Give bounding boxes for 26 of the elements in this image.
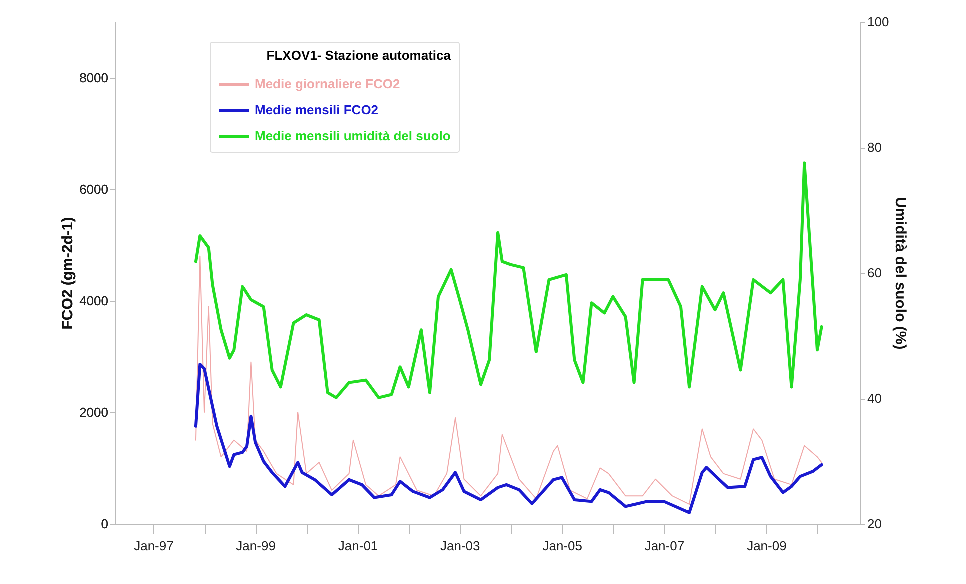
y2-tick-label: 60 (868, 266, 882, 280)
line-series (194, 362, 824, 514)
x-tick-label: Jan-09 (747, 538, 787, 554)
x-tick-label: Jan-01 (338, 538, 378, 554)
line-series (195, 256, 822, 505)
x-tick-label: Jan-05 (542, 538, 582, 554)
y-tick-label: 4000 (80, 293, 108, 308)
y-tick-label: 2000 (80, 404, 108, 420)
line-series (194, 162, 824, 400)
x-tick-label: Jan-07 (644, 538, 685, 554)
y-tick-label: 8000 (80, 70, 108, 86)
y2-axis-title: Umidità del suolo (%) (892, 197, 910, 350)
legend-label: Medie giornaliere FCO2 (255, 76, 400, 92)
legend-label: Medie mensili FCO2 (255, 102, 379, 118)
y-axis-title: FCO2 (gm-2d-1) (60, 217, 77, 330)
x-tick-label: Jan-97 (134, 538, 174, 554)
legend-label: Medie mensili umidità del suolo (255, 128, 451, 144)
y-tick-label: 0 (101, 516, 108, 532)
y2-tick-label: 100 (868, 14, 890, 30)
x-tick-label: Jan-99 (236, 538, 276, 554)
y2-tick-label: 20 (868, 516, 882, 532)
y-tick-label: 6000 (80, 182, 108, 197)
y2-tick-label: 80 (868, 140, 882, 155)
y2-tick-label: 40 (868, 391, 882, 406)
x-tick-label: Jan-03 (440, 538, 480, 554)
legend-title: FLXOV1- Stazione automatica (266, 48, 452, 63)
